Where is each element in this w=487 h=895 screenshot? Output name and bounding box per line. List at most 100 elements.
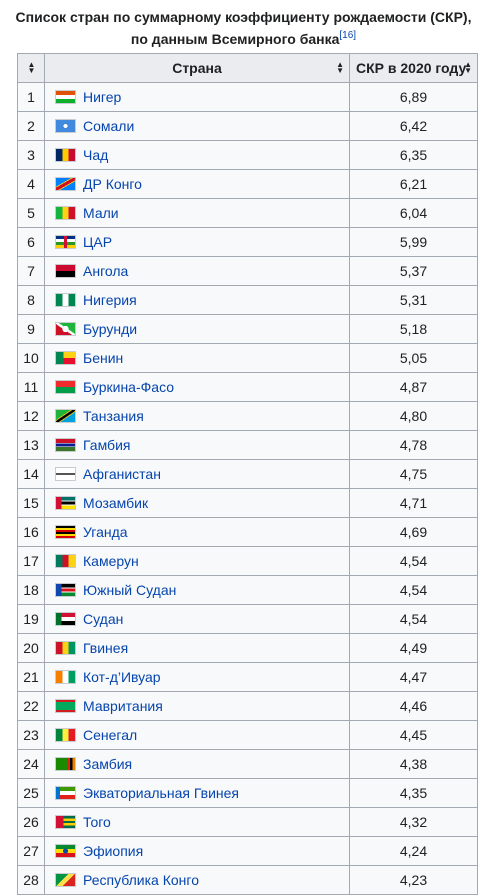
country-link[interactable]: Камерун	[83, 553, 139, 569]
flag-icon[interactable]	[55, 351, 76, 365]
flag-icon[interactable]	[55, 815, 76, 829]
country-link[interactable]: Республика Конго	[83, 872, 199, 888]
table-row: 19 Судан 4,54	[17, 604, 478, 634]
flag-icon[interactable]	[55, 264, 76, 278]
flag-icon[interactable]	[55, 641, 76, 655]
rank-cell: 8	[17, 285, 45, 315]
country-link[interactable]: Уганда	[83, 524, 128, 540]
rank-cell: 19	[17, 604, 45, 634]
fertility-value-cell: 4,75	[349, 459, 478, 489]
flag-icon[interactable]	[55, 206, 76, 220]
reference-link[interactable]: [16]	[339, 30, 357, 41]
country-link[interactable]: Кот-д’Ивуар	[83, 669, 161, 685]
table-row: 12 Танзания 4,80	[17, 401, 478, 431]
flag-icon[interactable]	[55, 90, 76, 104]
flag-icon[interactable]	[55, 612, 76, 626]
flag-icon[interactable]	[55, 177, 76, 191]
fertility-value-cell: 6,42	[349, 111, 478, 141]
country-link[interactable]: Нигерия	[83, 292, 137, 308]
country-link[interactable]: Мали	[83, 205, 119, 221]
flag-icon[interactable]	[55, 699, 76, 713]
sort-icon[interactable]: ▲ ▼	[336, 60, 344, 75]
country-link[interactable]: Сомали	[83, 118, 135, 134]
flag-icon[interactable]	[55, 786, 76, 800]
country-link[interactable]: Эфиопия	[83, 843, 144, 859]
flag-icon[interactable]	[55, 757, 76, 771]
flag-icon[interactable]	[55, 438, 76, 452]
country-cell: Того	[44, 807, 350, 837]
country-link[interactable]: Мавритания	[83, 698, 163, 714]
country-link[interactable]: Чад	[83, 147, 109, 163]
table-row: 22 Мавритания 4,46	[17, 691, 478, 721]
rank-cell: 9	[17, 314, 45, 344]
rank-cell: 1	[17, 82, 45, 112]
flag-icon[interactable]	[55, 293, 76, 307]
sort-icon[interactable]: ▲ ▼	[27, 60, 36, 75]
country-link[interactable]: Ангола	[83, 263, 129, 279]
country-link[interactable]: Бурунди	[83, 321, 138, 337]
table-row: 5 Мали 6,04	[17, 198, 478, 228]
rank-header[interactable]: ▲ ▼	[17, 53, 45, 83]
rank-cell: 12	[17, 401, 45, 431]
flag-icon[interactable]	[55, 322, 76, 336]
country-link[interactable]: Афганистан	[83, 466, 161, 482]
fertility-value-cell: 4,23	[349, 865, 478, 895]
fertility-value-cell: 5,18	[349, 314, 478, 344]
flag-icon[interactable]	[55, 670, 76, 684]
country-cell: Уганда	[44, 517, 350, 547]
country-link[interactable]: Южный Судан	[83, 582, 177, 598]
flag-icon[interactable]	[55, 554, 76, 568]
country-link[interactable]: Того	[83, 814, 111, 830]
flag-icon[interactable]	[55, 583, 76, 597]
country-link[interactable]: ЦАР	[83, 234, 113, 250]
country-cell: Сенегал	[44, 720, 350, 750]
flag-icon[interactable]	[55, 467, 76, 481]
table-row: 4 ДР Конго 6,21	[17, 169, 478, 199]
fertility-value-cell: 6,89	[349, 82, 478, 112]
rank-cell: 21	[17, 662, 45, 692]
country-link[interactable]: Нигер	[83, 89, 122, 105]
flag-icon[interactable]	[55, 119, 76, 133]
country-cell: Ангола	[44, 256, 350, 286]
country-cell: Замбия	[44, 749, 350, 779]
country-link[interactable]: Экваториальная Гвинея	[83, 785, 239, 801]
country-link[interactable]: Гамбия	[83, 437, 131, 453]
country-link[interactable]: Бенин	[83, 350, 124, 366]
country-cell: Южный Судан	[44, 575, 350, 605]
rank-cell: 4	[17, 169, 45, 199]
rank-cell: 10	[17, 343, 45, 373]
flag-icon[interactable]	[55, 148, 76, 162]
country-cell: Эфиопия	[44, 836, 350, 866]
fertility-value-cell: 4,69	[349, 517, 478, 547]
flag-icon[interactable]	[55, 873, 76, 887]
country-header[interactable]: Страна ▲ ▼	[44, 53, 350, 83]
country-link[interactable]: Буркина-Фасо	[83, 379, 175, 395]
flag-icon[interactable]	[55, 844, 76, 858]
flag-icon[interactable]	[55, 525, 76, 539]
flag-icon[interactable]	[55, 235, 76, 249]
value-header[interactable]: СКР в 2020 году ▲ ▼	[349, 53, 478, 83]
country-cell: Нигерия	[44, 285, 350, 315]
rank-cell: 22	[17, 691, 45, 721]
country-link[interactable]: Судан	[83, 611, 124, 627]
country-link[interactable]: Сенегал	[83, 727, 138, 743]
country-cell: Афганистан	[44, 459, 350, 489]
table-row: 16 Уганда 4,69	[17, 517, 478, 547]
fertility-value-cell: 5,99	[349, 227, 478, 257]
sort-icon[interactable]: ▲ ▼	[464, 60, 472, 75]
flag-icon[interactable]	[55, 496, 76, 510]
flag-icon[interactable]	[55, 728, 76, 742]
country-link[interactable]: Гвинея	[83, 640, 129, 656]
flag-icon[interactable]	[55, 380, 76, 394]
fertility-value-cell: 4,45	[349, 720, 478, 750]
country-link[interactable]: Танзания	[83, 408, 144, 424]
fertility-value-cell: 4,54	[349, 546, 478, 576]
rank-cell: 25	[17, 778, 45, 808]
fertility-value-cell: 4,46	[349, 691, 478, 721]
fertility-value-cell: 6,35	[349, 140, 478, 170]
rank-cell: 5	[17, 198, 45, 228]
flag-icon[interactable]	[55, 409, 76, 423]
country-link[interactable]: ДР Конго	[83, 176, 142, 192]
country-link[interactable]: Замбия	[83, 756, 133, 772]
country-link[interactable]: Мозамбик	[83, 495, 149, 511]
